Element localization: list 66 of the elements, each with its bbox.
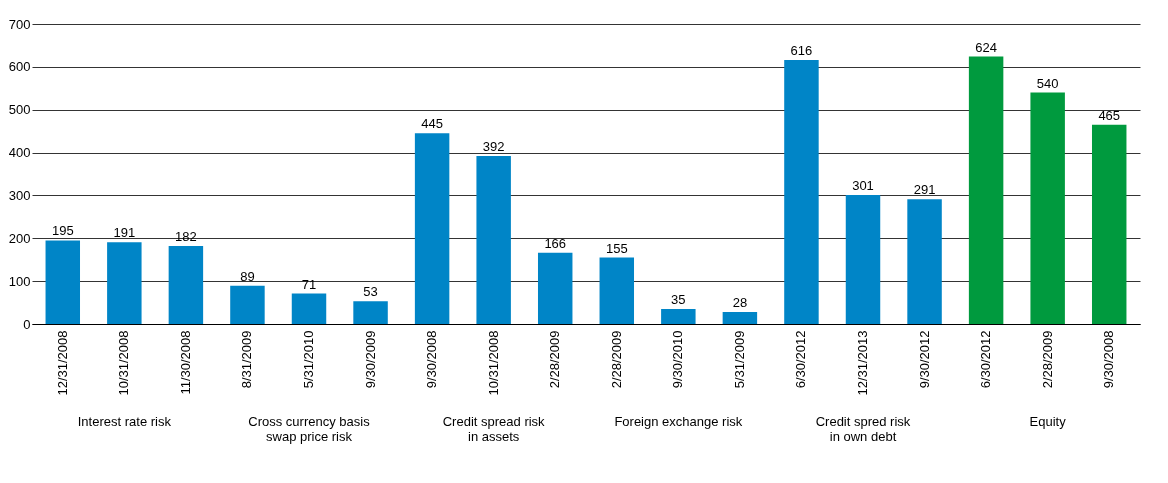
x-tick-label: 12/31/2013 <box>855 330 870 396</box>
text: Credit spread risk in assets <box>442 414 546 444</box>
x-tick-label: 9/30/2008 <box>424 330 440 389</box>
bar <box>476 156 511 324</box>
x-tick-label: 9/30/2009 <box>362 330 378 389</box>
y-tick-label: 400 <box>8 145 31 161</box>
bar <box>537 252 573 324</box>
bar <box>845 195 881 324</box>
data-label: 624 <box>975 39 997 55</box>
y-tick-label: 700 <box>8 16 31 32</box>
x-tick-label: 2/28/2009 <box>1039 330 1055 389</box>
text: Interest rate risk <box>77 414 172 429</box>
text: Equity <box>1029 414 1067 429</box>
data-label: 53 <box>363 284 378 300</box>
y-tick-label: 100 <box>8 273 31 289</box>
x-tick-label: 9/30/2008 <box>1101 330 1117 389</box>
bar <box>168 246 204 324</box>
y-tick-label: 600 <box>8 59 31 75</box>
bar <box>661 309 696 324</box>
bar <box>784 60 819 324</box>
data-label: 155 <box>605 240 628 256</box>
x-tick-label: 8/31/2009 <box>239 330 255 389</box>
x-tick-label: 2/28/2009 <box>547 330 563 389</box>
y-tick-label: 0 <box>23 316 31 332</box>
bar <box>414 133 450 324</box>
bar <box>907 199 942 324</box>
data-label: 191 <box>113 225 136 241</box>
x-tick-label: 2/28/2009 <box>608 330 624 389</box>
bar <box>230 285 265 324</box>
x-tick-label: 6/30/2012 <box>978 330 994 389</box>
bar <box>45 240 81 324</box>
x-tick-label: 5/31/2009 <box>731 330 747 389</box>
data-label: 616 <box>790 43 813 58</box>
bar <box>599 257 635 324</box>
bar <box>291 293 327 324</box>
bar <box>722 312 758 324</box>
text: Cross currency basis swap price risk <box>248 414 371 444</box>
x-tick-label: 10/31/2008 <box>116 330 132 396</box>
data-label: 195 <box>51 223 74 239</box>
text: Credit spred risk in own debt <box>815 414 911 444</box>
x-tick-label: 9/30/2010 <box>670 330 686 389</box>
bar <box>1091 124 1127 324</box>
bar <box>1030 92 1065 324</box>
data-label: 28 <box>732 295 748 310</box>
x-tick-label: 5/31/2010 <box>301 330 316 389</box>
x-tick-label: 6/30/2012 <box>793 330 809 389</box>
y-tick-label: 300 <box>8 187 31 203</box>
x-tick-label: 11/30/2008 <box>177 330 193 395</box>
y-tick-label: 200 <box>8 230 31 246</box>
data-label: 445 <box>421 116 443 132</box>
data-label: 540 <box>1036 75 1059 91</box>
bar <box>107 242 142 324</box>
x-tick-label: 10/31/2008 <box>485 330 501 396</box>
data-label: 465 <box>1098 107 1121 123</box>
data-label: 89 <box>240 268 255 284</box>
y-tick-label: 500 <box>8 102 31 118</box>
x-tick-label: 9/30/2012 <box>916 330 932 389</box>
x-tick-label: 12/31/2008 <box>54 330 70 396</box>
bar <box>353 301 388 324</box>
bar <box>968 56 1004 324</box>
data-label: 301 <box>852 178 874 193</box>
data-label: 291 <box>913 182 936 198</box>
text: Foreign exchange risk <box>614 414 743 429</box>
data-label: 392 <box>482 139 505 154</box>
data-label: 166 <box>544 235 567 251</box>
data-label: 35 <box>671 292 686 307</box>
